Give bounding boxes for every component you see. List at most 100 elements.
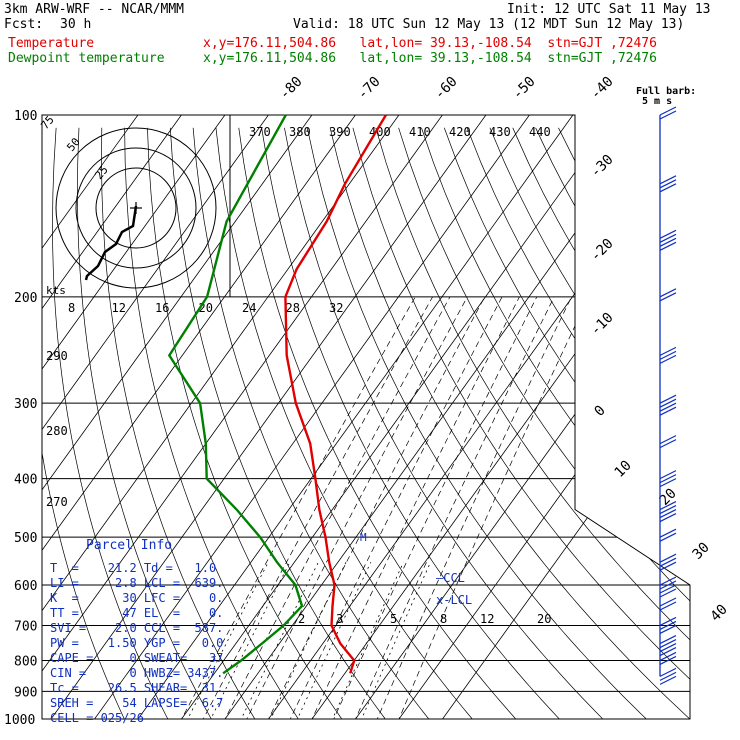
wind-barb bbox=[659, 576, 677, 586]
mixing-ratio-line bbox=[326, 562, 404, 719]
wind-barb bbox=[659, 671, 677, 681]
wind-barb bbox=[659, 175, 677, 185]
wind-barb bbox=[659, 233, 677, 243]
moist-adiabat bbox=[196, 296, 433, 719]
wind-barb bbox=[659, 288, 677, 298]
pressure-label: 300 bbox=[14, 397, 37, 412]
wind-barb bbox=[659, 106, 677, 116]
parcel-row: CIN = 0 HWBZ= 3437. bbox=[50, 666, 224, 680]
moist-adiabat bbox=[393, 296, 590, 719]
mixing-ratio-label: 24 bbox=[242, 301, 256, 315]
wind-barb bbox=[659, 501, 677, 511]
hodograph-ring bbox=[75, 147, 197, 269]
wind-barb bbox=[659, 241, 677, 251]
wind-barb bbox=[659, 624, 677, 634]
dry-adiabat bbox=[192, 127, 440, 719]
isotherm-line bbox=[42, 115, 235, 719]
dry-adiabat bbox=[42, 127, 131, 719]
parcel-marker: M bbox=[360, 531, 367, 544]
wind-barb bbox=[659, 639, 677, 649]
wind-barb bbox=[659, 553, 677, 563]
parcel-row: CAPE = 0 SWEAT= 37 bbox=[50, 651, 224, 665]
moist-adiabat bbox=[240, 296, 468, 719]
dry-adiabat bbox=[77, 127, 219, 719]
wind-barb bbox=[659, 478, 677, 488]
dry-adiabat bbox=[238, 127, 528, 719]
wind-barb bbox=[659, 509, 677, 519]
dry-adiabat bbox=[558, 127, 690, 719]
theta-label-left: 290 bbox=[46, 349, 68, 363]
pressure-label: 700 bbox=[14, 619, 37, 634]
theta-label: 420 bbox=[449, 125, 471, 139]
forecast-label: Fcst: bbox=[4, 17, 44, 32]
wind-barb bbox=[659, 528, 677, 538]
dry-adiabat bbox=[375, 127, 690, 719]
theta-label: 430 bbox=[489, 125, 511, 139]
pressure-label: 1000 bbox=[4, 713, 35, 728]
valid-time: Valid: 18 UTC Sun 12 May 13 (12 MDT Sun … bbox=[293, 17, 685, 32]
wind-barb bbox=[659, 505, 677, 515]
wind-barb bbox=[659, 561, 677, 571]
parcel-info-panel: Parcel Info T = 21.2 Td = 1.0 LI = 2.8 L… bbox=[42, 537, 232, 727]
dry-adiabat bbox=[443, 127, 690, 719]
isotherm-label: -10 bbox=[588, 310, 617, 339]
theta-label-left: 280 bbox=[46, 424, 68, 438]
plot-frame bbox=[41, 114, 691, 720]
dry-adiabat bbox=[124, 127, 308, 719]
moist-adiabat bbox=[218, 296, 451, 719]
theta-label-left: 270 bbox=[46, 495, 68, 509]
dry-adiabat bbox=[306, 127, 660, 719]
wind-barb bbox=[659, 350, 677, 360]
wind-barb bbox=[659, 557, 677, 567]
mixing-ratio-label-low: 12 bbox=[480, 612, 494, 626]
isotherm-label: -70 bbox=[355, 74, 384, 103]
isotherm-label: 10 bbox=[612, 458, 635, 481]
parcel-row: SREH = 54 LAPSE= 6.7 bbox=[50, 696, 224, 710]
moist-adiabat bbox=[283, 296, 503, 719]
hodograph-units-label: kts bbox=[46, 284, 66, 297]
wind-barb bbox=[659, 620, 677, 630]
isotherm-line bbox=[345, 115, 690, 719]
wind-barb bbox=[659, 470, 677, 480]
wind-barb bbox=[659, 346, 677, 356]
mixing-ratio-label: 32 bbox=[329, 301, 343, 315]
forecast-hour: 30 h bbox=[60, 17, 92, 32]
temperature-profile-line bbox=[284, 114, 387, 674]
parcel-row: Tc = 26.5 SHEAR= 31. bbox=[50, 681, 224, 695]
isotherm-line bbox=[432, 115, 690, 719]
parcel-row: TT = 47 EL = 0. bbox=[50, 606, 224, 620]
dry-adiabat bbox=[535, 127, 690, 719]
parcel-row: CELL = 025/26 bbox=[50, 711, 144, 725]
dry-adiabat bbox=[421, 127, 690, 719]
dry-adiabat bbox=[52, 127, 175, 719]
lcl-marker: x-LCL bbox=[436, 593, 472, 607]
hodograph-ring bbox=[95, 167, 177, 249]
parcel-row: SVI = 2.0 CCL = 587. bbox=[50, 621, 224, 635]
temperature-legend-label: Temperature bbox=[8, 36, 95, 51]
theta-label: 390 bbox=[329, 125, 351, 139]
dry-adiabat bbox=[261, 127, 572, 719]
pressure-label: 100 bbox=[14, 109, 37, 124]
hodograph-ring-label: 75 bbox=[38, 113, 56, 132]
isotherm-line bbox=[84, 115, 540, 719]
wind-barb bbox=[659, 580, 677, 590]
wind-barb bbox=[659, 354, 677, 364]
moist-adiabat bbox=[349, 296, 555, 719]
moist-adiabat bbox=[305, 296, 520, 719]
isotherm-line bbox=[42, 115, 279, 719]
mixing-ratio-line bbox=[355, 562, 431, 719]
dry-adiabat bbox=[147, 127, 352, 719]
mixing-ratio-label: 12 bbox=[112, 301, 126, 315]
isotherm-line bbox=[258, 115, 690, 719]
theta-label: 380 bbox=[289, 125, 311, 139]
theta-label: 410 bbox=[409, 125, 431, 139]
init-time: Init: 12 UTC Sat 11 May 13 bbox=[507, 2, 711, 17]
isotherm-label: -60 bbox=[432, 74, 461, 103]
dry-adiabat bbox=[169, 127, 396, 719]
barb-legend-title: Full barb: bbox=[636, 86, 697, 97]
isotherm-label: -80 bbox=[277, 74, 306, 103]
mixing-ratio-label-low: 3 bbox=[336, 612, 343, 626]
wind-barb bbox=[659, 597, 677, 607]
mixing-ratio-label: 8 bbox=[68, 301, 75, 315]
